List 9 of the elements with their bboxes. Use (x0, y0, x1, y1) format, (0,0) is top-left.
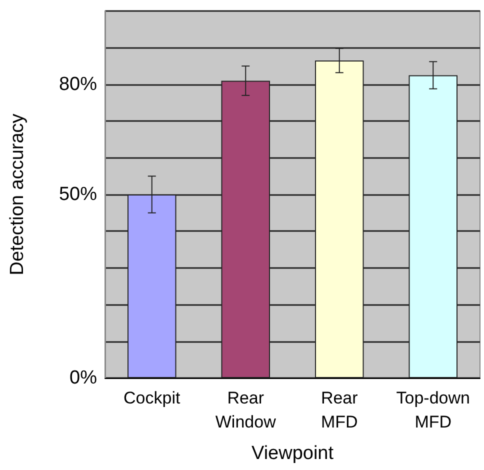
x-tick-label: Rear MFD (320, 388, 358, 432)
x-axis-title: Viewpoint (251, 443, 334, 464)
y-tick-label: 80% (58, 74, 98, 95)
y-tick-label: 0% (70, 368, 98, 388)
x-tick-label: Cockpit (124, 388, 180, 408)
x-tick-label: Top-down MFD (396, 388, 470, 432)
x-tick-label: Rear Window (215, 388, 277, 432)
y-axis-title: Detection accuracy (7, 113, 28, 276)
y-tick-label: 50% (58, 184, 98, 205)
